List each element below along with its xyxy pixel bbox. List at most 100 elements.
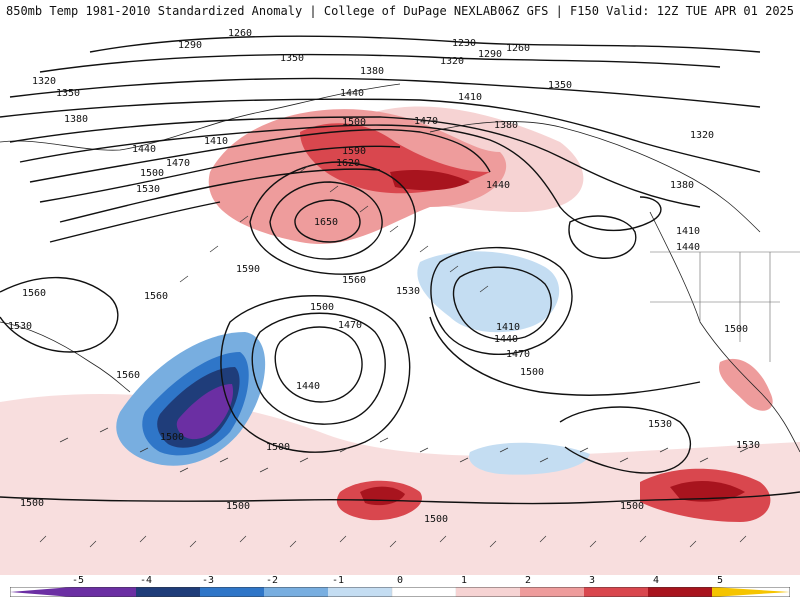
contour-label: 1290 — [178, 40, 202, 51]
coastline-alaska — [429, 121, 761, 233]
legend-tick: -4 — [139, 575, 153, 586]
contour-label: 1440 — [340, 88, 364, 99]
contour-1350 — [0, 98, 761, 173]
height-contours — [0, 35, 800, 505]
contour-1620-closed — [269, 181, 383, 260]
shade-neg1-south — [469, 442, 590, 475]
contour-label: 1380 — [64, 114, 88, 125]
border-states — [699, 252, 771, 362]
contour-label: 1500 — [226, 501, 250, 512]
contour-1470-low-west — [251, 312, 386, 425]
coastline-asia — [0, 83, 401, 151]
legend-swatch-neg1 — [328, 587, 392, 597]
contour-label: 1260 — [228, 28, 252, 39]
contour-label: 1560 — [342, 275, 366, 286]
contour-label: 1500 — [160, 432, 184, 443]
contour-label: 1380 — [670, 180, 694, 191]
contour-labels: 1260 1290 1230 1290 1260 1320 1350 1380 … — [8, 28, 760, 525]
contour-label: 1620 — [336, 158, 360, 169]
legend-swatch-pos4 — [648, 587, 712, 597]
barbs-row-3 — [179, 165, 489, 293]
contour-label: 1530 — [136, 184, 160, 195]
shade-neg5-cold-pool — [176, 384, 234, 440]
legend-swatch-pos2 — [520, 587, 584, 597]
legend-swatch-zero — [391, 587, 457, 597]
contour-label: 1320 — [32, 76, 56, 87]
legend-tick: 4 — [652, 575, 660, 586]
contour-label: 1590 — [342, 146, 366, 157]
contour-1440 — [29, 128, 491, 183]
legend-tick: -2 — [265, 575, 279, 586]
anomaly-shading — [0, 106, 800, 575]
contour-1590-closed — [249, 161, 416, 275]
legend-swatch-neg4 — [136, 587, 200, 597]
contour-label: 1350 — [56, 88, 80, 99]
contour-1500-east — [429, 316, 701, 396]
contour-1650-closed — [294, 199, 361, 243]
contour-1530-east — [559, 406, 691, 474]
contour-label: 1530 — [396, 286, 420, 297]
anomaly-map: 1260 1290 1230 1290 1260 1320 1350 1380 … — [0, 22, 800, 575]
contour-label: 1560 — [22, 288, 46, 299]
contour-label: 1560 — [116, 370, 140, 381]
contour-label: 1530 — [648, 419, 672, 430]
contour-label: 1320 — [690, 130, 714, 141]
legend-tick: 0 — [396, 575, 404, 586]
contour-label: 1650 — [314, 217, 338, 228]
contour-label: 1410 — [676, 226, 700, 237]
coastline-west-coast — [649, 211, 800, 453]
contour-label: 1440 — [132, 144, 156, 155]
contour-label: 1500 — [424, 514, 448, 525]
contour-label: 1350 — [548, 80, 572, 91]
contour-label: 1320 — [440, 56, 464, 67]
contour-label: 1440 — [296, 381, 320, 392]
contour-1530 — [49, 201, 221, 243]
contour-1500-south — [0, 491, 800, 505]
contour-label: 1410 — [204, 136, 228, 147]
legend-tick: 5 — [716, 575, 724, 586]
contour-label: 1410 — [496, 322, 520, 333]
contour-label: 1530 — [736, 440, 760, 451]
product-title: 850mb Temp 1981-2010 Standardized Anomal… — [6, 4, 498, 18]
contour-label: 1530 — [8, 321, 32, 332]
contour-label: 1590 — [236, 264, 260, 275]
contour-1320 — [9, 77, 761, 108]
contour-label: 1470 — [338, 320, 362, 331]
contour-label: 1470 — [414, 116, 438, 127]
contour-label: 1350 — [280, 53, 304, 64]
legend-color-bar — [10, 587, 790, 597]
contour-label: 1410 — [458, 92, 482, 103]
contour-label: 1500 — [266, 442, 290, 453]
contour-1380 — [9, 116, 701, 208]
contour-label: 1440 — [494, 334, 518, 345]
contour-label: 1470 — [506, 349, 530, 360]
contour-label: 1290 — [478, 49, 502, 60]
contour-label: 1380 — [360, 66, 384, 77]
contour-label: 1560 — [144, 291, 168, 302]
contour-label: 1500 — [520, 367, 544, 378]
contour-1440-low-west — [274, 326, 363, 403]
contour-1560-west — [0, 276, 119, 353]
legend-swatch-pos3 — [584, 587, 648, 597]
barbs-row-1 — [59, 427, 749, 473]
coastlines — [0, 83, 800, 453]
contour-1470 — [39, 145, 401, 203]
wind-barbs — [39, 165, 749, 548]
legend-tick: 3 — [588, 575, 596, 586]
contour-label: 1500 — [140, 168, 164, 179]
colorbar-legend: -5 -4 -3 -2 -1 0 1 2 3 4 5 — [0, 575, 800, 600]
contour-label: 1380 — [494, 120, 518, 131]
contour-low-northeast — [568, 215, 637, 259]
contour-label: 1500 — [620, 501, 644, 512]
legend-swatch-pos1 — [456, 587, 520, 597]
contour-1260 — [89, 35, 761, 53]
contour-label: 1260 — [506, 43, 530, 54]
contour-1500 — [59, 168, 381, 223]
contour-1440-low — [452, 266, 552, 341]
political-borders — [650, 251, 800, 362]
contour-1410 — [19, 124, 662, 232]
contour-label: 1500 — [724, 324, 748, 335]
contour-label: 1440 — [676, 242, 700, 253]
legend-swatch-neg3 — [200, 587, 264, 597]
